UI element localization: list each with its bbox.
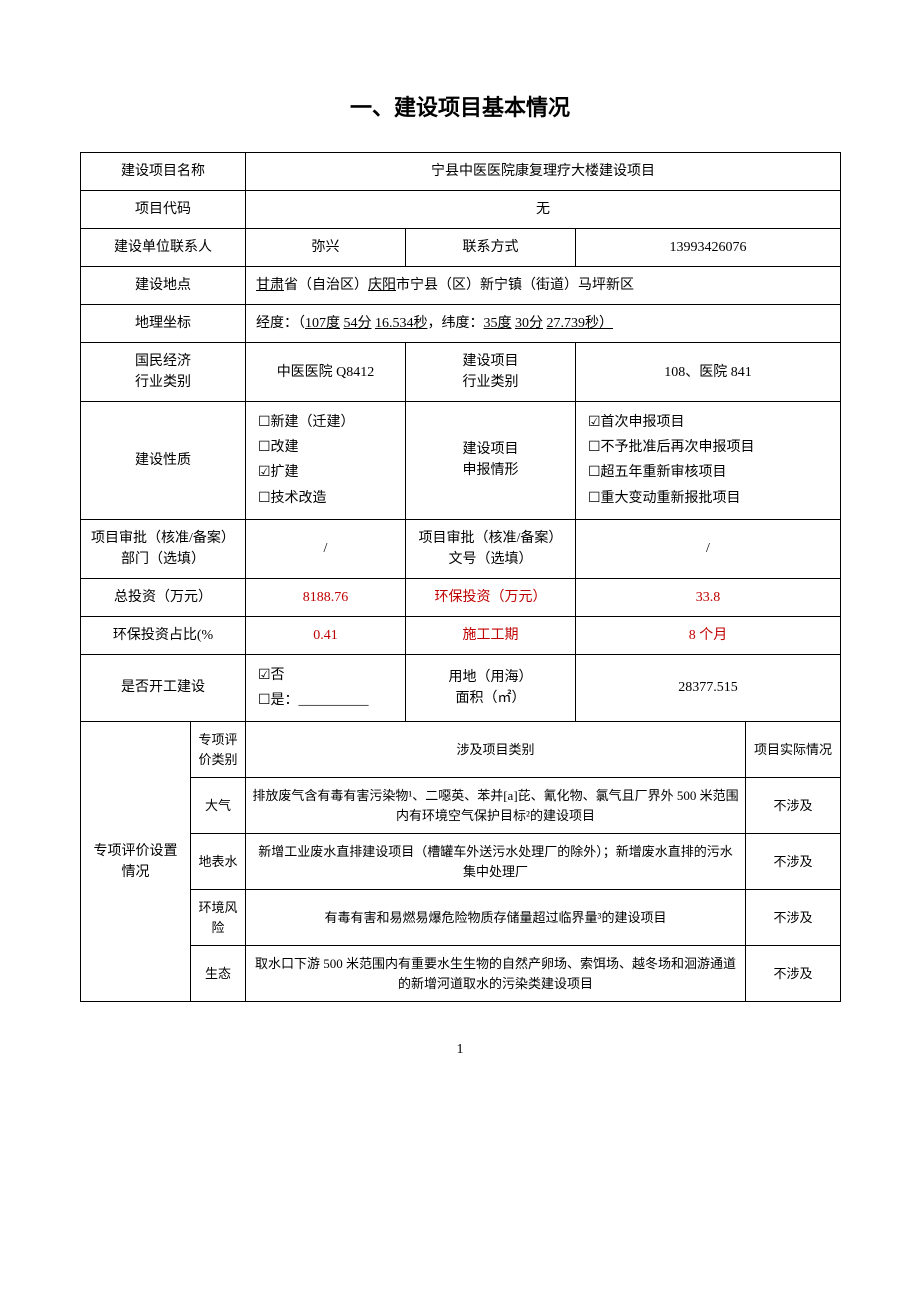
loc-rest1: 省（自治区）	[284, 278, 368, 293]
label-location: 建设地点	[81, 267, 246, 305]
coord-lon-sec: 16.534	[375, 316, 414, 331]
bn-opt1: ☐新建（迁建）	[258, 410, 399, 435]
value-env-ratio: 0.41	[246, 616, 406, 654]
loc-city: 庆阳	[368, 278, 396, 293]
value-nat-econ: 中医医院 Q8412	[246, 343, 406, 402]
bn-opt4: ☐技术改造	[258, 486, 399, 511]
special-cat-0: 大气	[191, 778, 246, 834]
bn-opt3: ☑扩建	[258, 460, 399, 485]
label-period: 施工工期	[406, 616, 576, 654]
special-status-0: 不涉及	[746, 778, 841, 834]
coord-u4: 度	[498, 316, 512, 331]
special-desc-3: 取水口下游 500 米范围内有重要水生生物的自然产卵场、索饵场、越冬场和洄游通道…	[246, 946, 746, 1002]
value-approve-no: /	[576, 519, 841, 578]
bn-opt2: ☐改建	[258, 435, 399, 460]
coord-mid: ，纬度：	[428, 316, 484, 331]
label-project-code: 项目代码	[81, 191, 246, 229]
special-status-1: 不涉及	[746, 834, 841, 890]
page-number: 1	[80, 1042, 840, 1058]
basic-info-table: 建设项目名称 宁县中医医院康复理疗大楼建设项目 项目代码 无 建设单位联系人 弥…	[80, 152, 841, 1002]
coord-u5: 分	[529, 316, 543, 331]
value-land: 28377.515	[576, 654, 841, 721]
decl-opt1: ☑首次申报项目	[588, 410, 834, 435]
coord-u6: 秒）	[585, 316, 613, 331]
coord-lat-sec: 27.739	[547, 316, 586, 331]
coord-u3: 秒	[414, 316, 428, 331]
value-project-code: 无	[246, 191, 841, 229]
coord-lon-min: 54	[344, 316, 358, 331]
coord-lon-deg: 107	[305, 316, 326, 331]
coord-lat-min: 30	[515, 316, 529, 331]
special-row-3: 生态 取水口下游 500 米范围内有重要水生生物的自然产卵场、索饵场、越冬场和洄…	[81, 946, 841, 1002]
special-row-2: 环境风险 有毒有害和易燃易爆危险物质存储量超过临界量³的建设项目 不涉及	[81, 890, 841, 946]
section-title: 一、建设项目基本情况	[80, 90, 840, 122]
label-approve-dept: 项目审批（核准/备案）部门（选填）	[81, 519, 246, 578]
label-special-setting: 专项评价设置情况	[81, 722, 191, 1002]
special-cat-3: 生态	[191, 946, 246, 1002]
special-status-2: 不涉及	[746, 890, 841, 946]
started-opt1: ☑否	[258, 663, 399, 688]
coord-prefix: 经度：（	[256, 316, 305, 331]
value-declare: ☑首次申报项目 ☐不予批准后再次申报项目 ☐超五年重新审核项目 ☐重大变动重新报…	[576, 402, 841, 520]
label-started: 是否开工建设	[81, 654, 246, 721]
label-declare: 建设项目 申报情形	[406, 402, 576, 520]
label-env-ratio: 环保投资占比(%	[81, 616, 246, 654]
value-location: 甘肃省（自治区）庆阳市宁县（区）新宁镇（街道）马坪新区	[246, 267, 841, 305]
label-special-proj: 涉及项目类别	[246, 722, 746, 778]
label-env-inv: 环保投资（万元）	[406, 578, 576, 616]
value-period: 8 个月	[576, 616, 841, 654]
special-cat-2: 环境风险	[191, 890, 246, 946]
decl-opt2: ☐不予批准后再次申报项目	[588, 435, 834, 460]
label-proj-ind: 建设项目 行业类别	[406, 343, 576, 402]
decl-opt3: ☐超五年重新审核项目	[588, 460, 834, 485]
label-contact-method: 联系方式	[406, 229, 576, 267]
loc-rest2: 市宁县（区）新宁镇（街道）马坪新区	[396, 278, 634, 293]
decl-opt4: ☐重大变动重新报批项目	[588, 486, 834, 511]
label-contact-person: 建设单位联系人	[81, 229, 246, 267]
value-build-nature: ☐新建（迁建） ☐改建 ☑扩建 ☐技术改造	[246, 402, 406, 520]
loc-province: 甘肃	[256, 278, 284, 293]
special-status-3: 不涉及	[746, 946, 841, 1002]
label-build-nature: 建设性质	[81, 402, 246, 520]
special-cat-1: 地表水	[191, 834, 246, 890]
value-started: ☑否 ☐是：__________	[246, 654, 406, 721]
value-proj-ind: 108、医院 841	[576, 343, 841, 402]
label-project-name: 建设项目名称	[81, 153, 246, 191]
value-coord: 经度：（107度 54分 16.534秒，纬度：35度 30分 27.739秒）	[246, 305, 841, 343]
label-land: 用地（用海） 面积（㎡）	[406, 654, 576, 721]
special-row-1: 地表水 新增工业废水直排建设项目（槽罐车外送污水处理厂的除外）；新增废水直排的污…	[81, 834, 841, 890]
value-env-inv: 33.8	[576, 578, 841, 616]
value-approve-dept: /	[246, 519, 406, 578]
value-project-name: 宁县中医医院康复理疗大楼建设项目	[246, 153, 841, 191]
special-desc-2: 有毒有害和易燃易爆危险物质存储量超过临界量³的建设项目	[246, 890, 746, 946]
coord-u2: 分	[358, 316, 372, 331]
coord-u1: 度	[326, 316, 340, 331]
started-opt2: ☐是：__________	[258, 688, 399, 713]
label-special-status: 项目实际情况	[746, 722, 841, 778]
special-desc-1: 新增工业废水直排建设项目（槽罐车外送污水处理厂的除外）；新增废水直排的污水集中处…	[246, 834, 746, 890]
label-total-inv: 总投资（万元）	[81, 578, 246, 616]
label-nat-econ: 国民经济 行业类别	[81, 343, 246, 402]
value-total-inv: 8188.76	[246, 578, 406, 616]
coord-lat-deg: 35	[484, 316, 498, 331]
label-approve-no: 项目审批（核准/备案）文号（选填）	[406, 519, 576, 578]
label-coord: 地理坐标	[81, 305, 246, 343]
value-contact-person: 弥兴	[246, 229, 406, 267]
value-contact-method: 13993426076	[576, 229, 841, 267]
label-special-cat: 专项评价类别	[191, 722, 246, 778]
special-desc-0: 排放废气含有毒有害污染物¹、二噁英、苯并[a]芘、氰化物、氯气且厂界外 500 …	[246, 778, 746, 834]
special-row-0: 大气 排放废气含有毒有害污染物¹、二噁英、苯并[a]芘、氰化物、氯气且厂界外 5…	[81, 778, 841, 834]
